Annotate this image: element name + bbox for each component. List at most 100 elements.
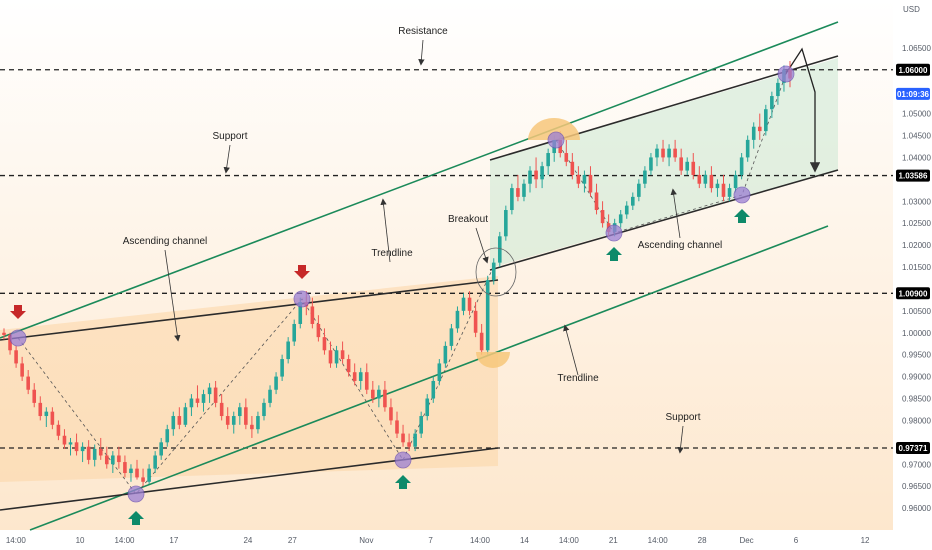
y-tick-label: 1.02500 bbox=[902, 219, 931, 228]
candle-body bbox=[667, 149, 671, 158]
candle-body bbox=[208, 388, 212, 395]
candle-body bbox=[232, 416, 236, 425]
candle-body bbox=[262, 403, 266, 416]
candle-body bbox=[32, 390, 36, 403]
pivot-marker bbox=[734, 187, 750, 203]
annotation-label: Ascending channel bbox=[123, 236, 208, 247]
candle-body bbox=[14, 350, 18, 363]
candle-body bbox=[135, 469, 139, 478]
candle-body bbox=[51, 412, 55, 425]
candle-body bbox=[159, 442, 163, 455]
candle-body bbox=[758, 127, 762, 131]
candle-body bbox=[522, 184, 526, 197]
y-tick-label: 1.00500 bbox=[902, 307, 931, 316]
candle-body bbox=[734, 175, 738, 188]
x-tick-label: 21 bbox=[609, 536, 618, 545]
x-tick-label: 14:00 bbox=[6, 536, 27, 545]
candle-body bbox=[595, 192, 599, 210]
y-tick-label: 1.04500 bbox=[902, 132, 931, 141]
candle-body bbox=[661, 149, 665, 158]
candle-body bbox=[57, 425, 61, 436]
x-tick-label: 7 bbox=[428, 536, 433, 545]
candle-body bbox=[323, 337, 327, 350]
price-tag-label: 1.06000 bbox=[899, 66, 928, 75]
candle-body bbox=[637, 184, 641, 197]
candle-body bbox=[643, 171, 647, 184]
y-tick-label: 0.99500 bbox=[902, 351, 931, 360]
candle-body bbox=[117, 455, 121, 462]
x-tick-label: 14:00 bbox=[648, 536, 669, 545]
candle-body bbox=[419, 416, 423, 434]
candle-body bbox=[649, 157, 653, 170]
candle-body bbox=[564, 153, 568, 162]
candle-body bbox=[474, 311, 478, 333]
candle-body bbox=[99, 449, 103, 456]
candle-body bbox=[492, 263, 496, 281]
x-tick-label: 24 bbox=[243, 536, 252, 545]
candle-body bbox=[770, 96, 774, 109]
x-tick-label: 10 bbox=[76, 536, 85, 545]
pivot-marker bbox=[548, 132, 564, 148]
candle-body bbox=[534, 171, 538, 180]
candle-body bbox=[673, 149, 677, 158]
x-tick-label: 14:00 bbox=[559, 536, 580, 545]
pivot-marker bbox=[778, 66, 794, 82]
y-tick-label: 1.05000 bbox=[902, 110, 931, 119]
price-tag-label: 1.03586 bbox=[899, 172, 928, 181]
candle-body bbox=[468, 298, 472, 311]
candle-body bbox=[480, 333, 484, 351]
candle-body bbox=[516, 188, 520, 197]
candle-body bbox=[528, 171, 532, 184]
candle-body bbox=[286, 342, 290, 360]
candle-body bbox=[389, 407, 393, 420]
candle-body bbox=[716, 184, 720, 188]
candle-body bbox=[311, 306, 315, 324]
candle-body bbox=[38, 403, 42, 416]
candle-body bbox=[105, 455, 109, 464]
candle-body bbox=[601, 210, 605, 223]
candle-body bbox=[619, 214, 623, 223]
annotation-label: Support bbox=[212, 131, 247, 142]
candle-body bbox=[577, 175, 581, 184]
candle-body bbox=[413, 434, 417, 447]
candle-body bbox=[571, 162, 575, 175]
candle-body bbox=[280, 359, 284, 377]
candle-body bbox=[214, 388, 218, 403]
pivot-marker bbox=[10, 330, 26, 346]
candle-body bbox=[20, 363, 24, 376]
candle-body bbox=[486, 280, 490, 350]
candle-body bbox=[93, 449, 97, 460]
x-tick-label: 6 bbox=[794, 536, 799, 545]
candle-body bbox=[292, 324, 296, 342]
candle-body bbox=[353, 372, 357, 381]
price-tag-label: 01:09:36 bbox=[897, 90, 930, 99]
candle-body bbox=[631, 197, 635, 206]
candle-body bbox=[226, 416, 230, 425]
candle-body bbox=[371, 390, 375, 399]
candle-body bbox=[498, 236, 502, 262]
currency-label: USD bbox=[903, 5, 920, 14]
candle-body bbox=[377, 390, 381, 399]
candle-body bbox=[546, 153, 550, 166]
candle-body bbox=[329, 350, 333, 363]
candle-body bbox=[250, 425, 254, 429]
candle-body bbox=[722, 184, 726, 197]
x-tick-label: 14:00 bbox=[470, 536, 491, 545]
candle-body bbox=[147, 469, 151, 482]
annotation-label: Ascending channel bbox=[638, 240, 723, 251]
y-tick-label: 0.98000 bbox=[902, 416, 931, 425]
candle-body bbox=[679, 157, 683, 170]
candle-body bbox=[238, 407, 242, 416]
pivot-marker bbox=[128, 486, 144, 502]
candle-body bbox=[45, 412, 49, 416]
candle-body bbox=[776, 83, 780, 96]
candle-body bbox=[2, 333, 6, 335]
y-tick-label: 0.97000 bbox=[902, 460, 931, 469]
candle-body bbox=[589, 175, 593, 193]
candle-body bbox=[583, 175, 587, 184]
pivot-marker bbox=[395, 452, 411, 468]
candle-body bbox=[655, 149, 659, 158]
annotation-label: Breakout bbox=[448, 214, 488, 225]
candle-body bbox=[268, 390, 272, 403]
